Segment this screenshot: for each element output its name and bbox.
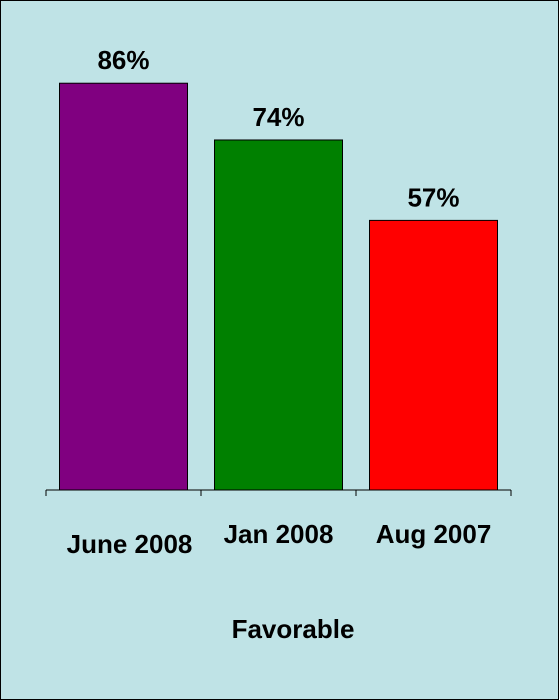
category-label-3: Aug 2007 (376, 519, 492, 549)
bar-3 (369, 219, 498, 491)
category-label-1: June 2008 (67, 529, 193, 559)
x-axis-title: Favorable (232, 614, 355, 644)
value-label-2: 74% (252, 102, 304, 132)
value-label-3: 57% (407, 182, 459, 212)
bar-2 (214, 139, 343, 491)
bars-layer (45, 82, 512, 496)
category-label-2: Jan 2008 (224, 519, 334, 549)
bar-1 (59, 82, 188, 491)
value-label-1: 86% (97, 45, 149, 75)
labels-layer: 86% June 2008 74% Jan 2008 57% Aug 2007 (67, 45, 492, 559)
